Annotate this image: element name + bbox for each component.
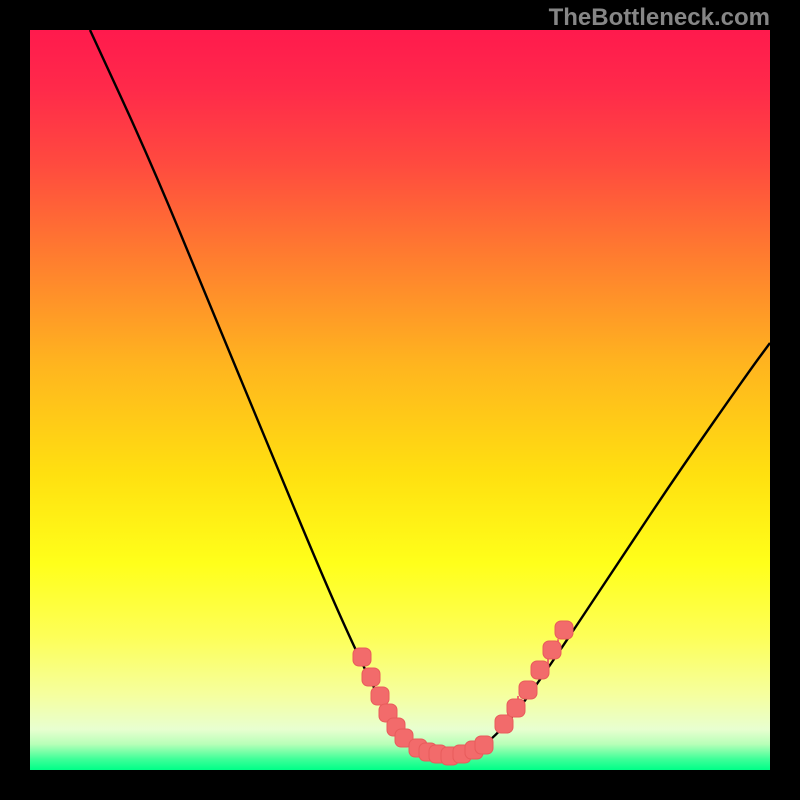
- data-marker: [353, 648, 371, 666]
- data-marker: [371, 687, 389, 705]
- data-marker: [555, 621, 573, 639]
- data-marker: [495, 715, 513, 733]
- data-marker: [362, 668, 380, 686]
- data-marker: [519, 681, 537, 699]
- chart-svg: [30, 30, 770, 770]
- data-marker: [507, 699, 525, 717]
- chart-frame: TheBottleneck.com: [0, 0, 800, 800]
- watermark-text: TheBottleneck.com: [549, 4, 770, 32]
- data-marker: [543, 641, 561, 659]
- data-marker: [475, 736, 493, 754]
- data-marker: [531, 661, 549, 679]
- plot-area: [30, 30, 770, 770]
- bottleneck-curve: [90, 30, 770, 756]
